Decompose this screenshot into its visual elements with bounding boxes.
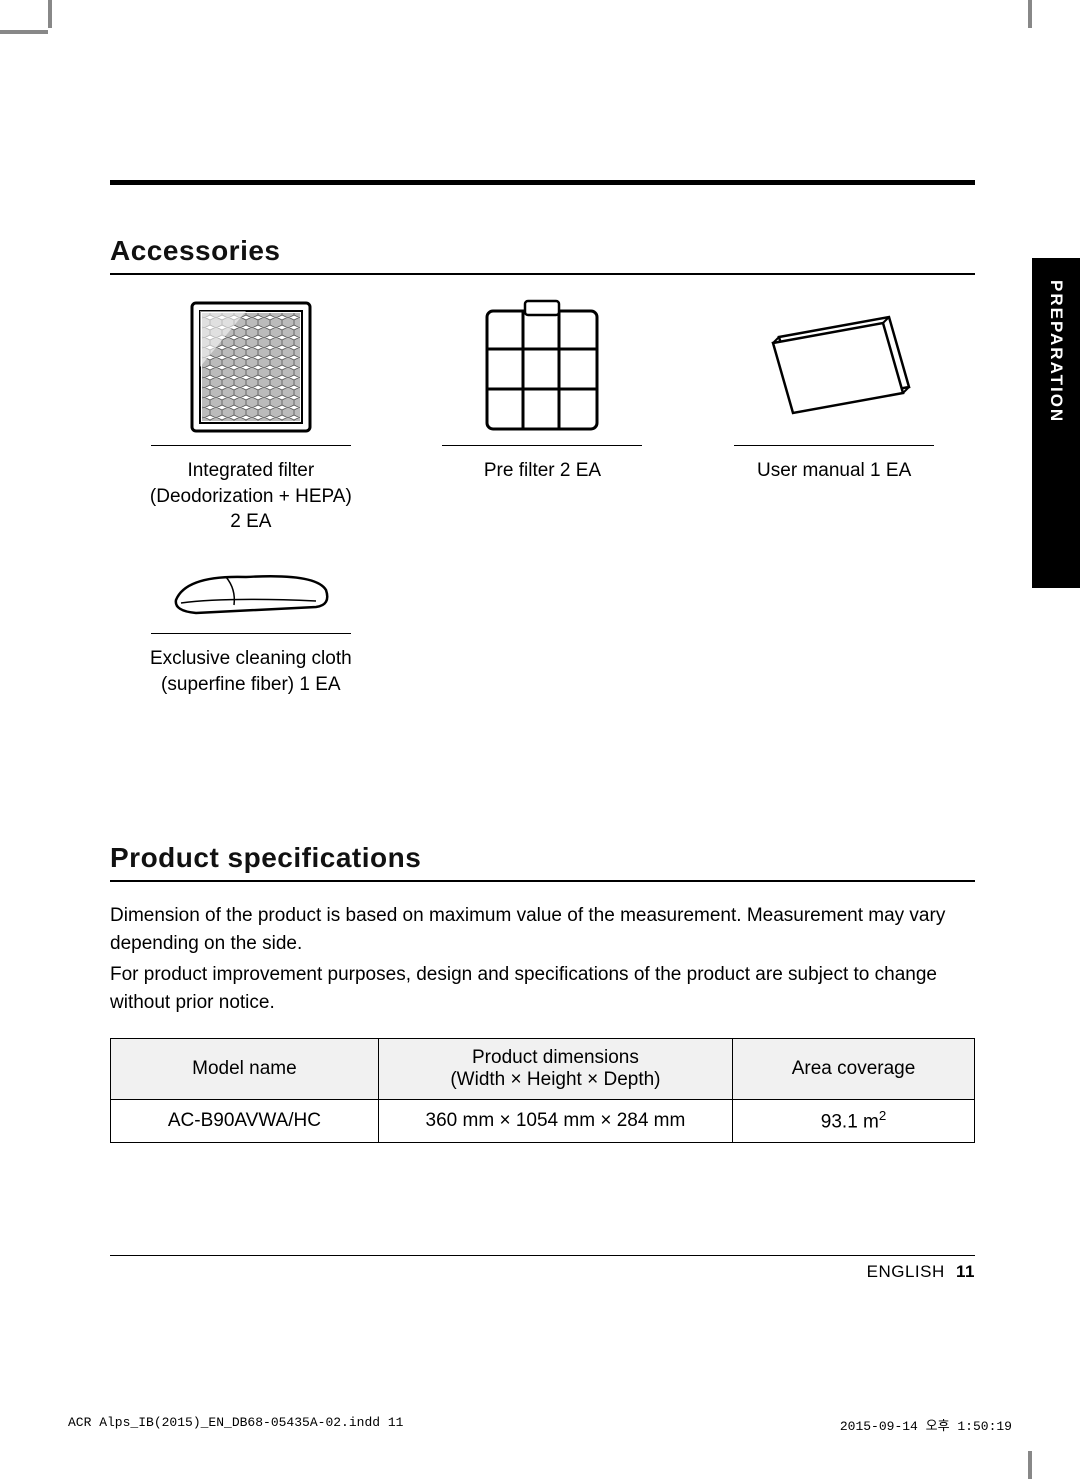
table-row: AC-B90AVWA/HC 360 mm × 1054 mm × 284 mm …	[111, 1100, 975, 1142]
cleaning-cloth-illustration	[110, 553, 392, 633]
print-meta-timestamp: 2015-09-14 오후 1:50:19	[840, 1415, 1012, 1434]
page-top-rule	[110, 180, 975, 185]
spec-table: Model name Product dimensions (Width × H…	[110, 1038, 975, 1142]
accessory-user-manual: User manual 1 EA	[693, 295, 975, 535]
accessory-caption: Exclusive cleaning cloth (superfine fibe…	[110, 646, 392, 697]
footer-language: ENGLISH	[867, 1262, 945, 1281]
accessories-grid: Integrated filter (Deodorization + HEPA)…	[110, 295, 975, 697]
col-dimensions: Product dimensions (Width × Height × Dep…	[378, 1039, 732, 1100]
table-header-row: Model name Product dimensions (Width × H…	[111, 1039, 975, 1100]
accessory-caption: User manual 1 EA	[693, 458, 975, 484]
spec-heading: Product specifications	[110, 842, 975, 882]
cell-area: 93.1 m2	[733, 1100, 975, 1142]
print-meta-filename: ACR Alps_IB(2015)_EN_DB68-05435A-02.indd…	[68, 1415, 403, 1430]
user-manual-illustration	[693, 295, 975, 445]
page-number: 11	[956, 1262, 975, 1281]
integrated-filter-illustration	[110, 295, 392, 445]
accessory-pre-filter: Pre filter 2 EA	[402, 295, 684, 535]
accessories-heading: Accessories	[110, 235, 975, 275]
col-area: Area coverage	[733, 1039, 975, 1100]
spec-section: Product specifications Dimension of the …	[110, 842, 975, 1143]
col-model: Model name	[111, 1039, 379, 1100]
cell-model: AC-B90AVWA/HC	[111, 1100, 379, 1142]
accessory-integrated-filter: Integrated filter (Deodorization + HEPA)…	[110, 295, 392, 535]
accessory-caption: Pre filter 2 EA	[402, 458, 684, 484]
page-content: Accessories Integrated f	[110, 180, 975, 1143]
footer: ENGLISH 11	[867, 1262, 975, 1282]
section-tab: PREPARATION	[1032, 258, 1080, 588]
cell-dimensions: 360 mm × 1054 mm × 284 mm	[378, 1100, 732, 1142]
accessory-cleaning-cloth: Exclusive cleaning cloth (superfine fibe…	[110, 553, 392, 697]
spec-note-1: Dimension of the product is based on max…	[110, 902, 975, 957]
spec-note-2: For product improvement purposes, design…	[110, 961, 975, 1016]
footer-rule	[110, 1255, 975, 1256]
pre-filter-illustration	[402, 295, 684, 445]
accessory-caption: Integrated filter (Deodorization + HEPA)…	[110, 458, 392, 535]
